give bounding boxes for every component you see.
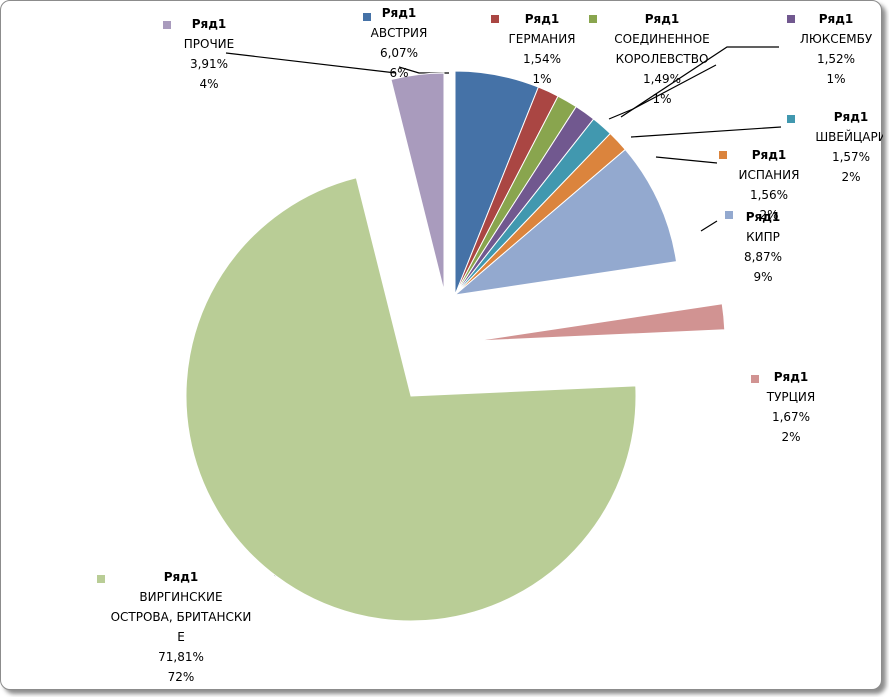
leader-lines — [225, 46, 782, 577]
data-label-4: Ряд1 ЛЮКСЕМБУ 1,52% 1% — [800, 12, 873, 86]
pie-slice-10 — [390, 72, 445, 292]
data-label-9: Ряд1 ВИРГИНСКИЕ ОСТРОВА, БРИТАНСКИ Е 71,81% 7… — [111, 570, 252, 684]
label-marker-2 — [491, 15, 499, 23]
data-label-5: Ряд1 ШВЕЙЦАРИ 1,57% 2% — [815, 110, 883, 184]
label-marker-8 — [751, 375, 759, 383]
data-label-8: Ряд1 ТУРЦИЯ 1,67% 2% — [766, 370, 816, 444]
label-marker-4 — [787, 15, 795, 23]
leader-line-7 — [700, 220, 718, 232]
data-label-2: Ряд1 ГЕРМАНИЯ 1,54% 1% — [508, 12, 575, 86]
data-label-3: Ряд1 СОЕДИНЕННОЕ КОРОЛЕВСТВО 1,49% 1% — [614, 12, 709, 106]
data-label-1: Ряд1 АВСТРИЯ 6,07% 6% — [371, 6, 428, 80]
label-marker-1 — [363, 13, 371, 21]
label-marker-3 — [589, 15, 597, 23]
leader-line-6 — [655, 156, 718, 164]
leader-line-4 — [620, 46, 779, 118]
data-labels: Ряд1 АВСТРИЯ 6,07% 6% Ряд1 ГЕРМАНИЯ 1,54% 1% Ряд… — [97, 6, 883, 684]
pie-slice-7 — [453, 148, 678, 296]
pie-slices — [185, 70, 726, 622]
pie-slice-9 — [185, 177, 637, 622]
label-marker-9 — [97, 575, 105, 583]
data-label-10: Ряд1 ПРОЧИЕ 3,91% 4% — [184, 17, 235, 91]
data-label-6: Ряд1 ИСПАНИЯ 1,56% 2% — [739, 148, 800, 222]
label-marker-5 — [787, 115, 795, 123]
label-marker-6 — [719, 151, 727, 159]
pie-slice-8 — [474, 303, 726, 342]
leader-line-10 — [225, 52, 397, 74]
label-marker-10 — [163, 21, 171, 29]
leader-line-5 — [630, 126, 782, 138]
data-label-7: Ряд1 КИПР 8,87% 9% — [744, 210, 782, 284]
label-marker-7 — [725, 211, 733, 219]
